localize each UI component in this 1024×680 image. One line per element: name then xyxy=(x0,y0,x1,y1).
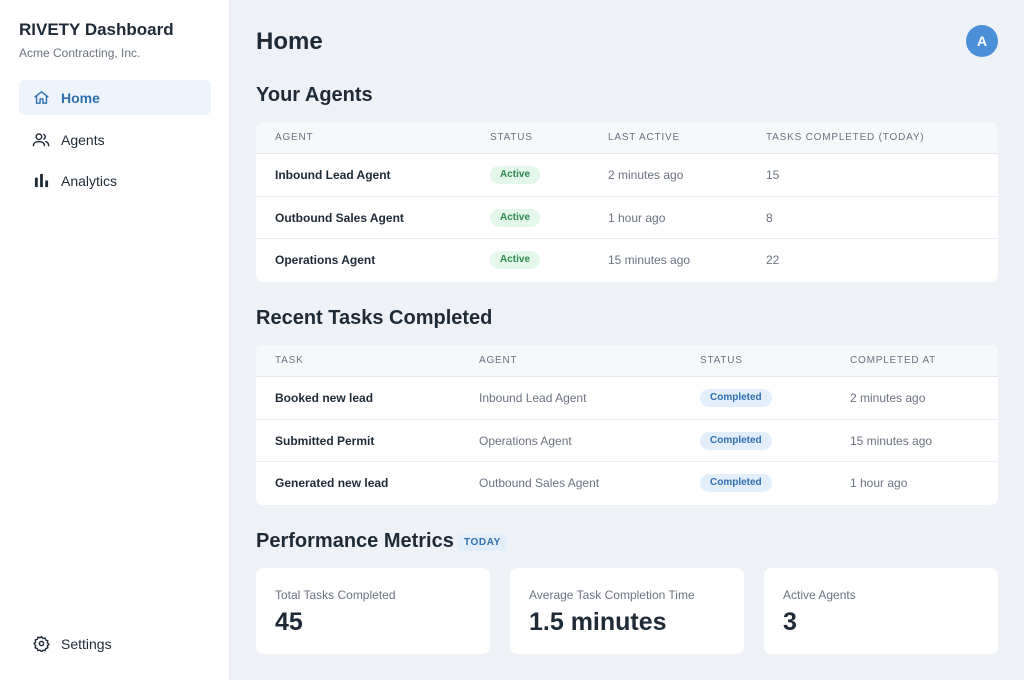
metric-value: 1.5 minutes xyxy=(529,608,667,636)
metric-value: 3 xyxy=(783,608,797,636)
sidebar-item-label: Agents xyxy=(61,131,105,148)
agent-name: Inbound Lead Agent xyxy=(275,168,391,182)
status-badge: Active xyxy=(490,208,541,227)
column-header: TASKS COMPLETED (TODAY) xyxy=(766,132,925,143)
table-row[interactable]: Generated new lead Outbound Sales Agent … xyxy=(256,462,998,505)
today-badge: TODAY xyxy=(458,534,507,551)
sidebar-item-label: Home xyxy=(61,89,100,106)
sidebar-item-label: Settings xyxy=(61,635,112,652)
column-header: STATUS xyxy=(700,355,743,366)
table-header: AGENT STATUS LAST ACTIVE TASKS COMPLETED… xyxy=(256,122,998,154)
column-header: AGENT xyxy=(275,132,314,143)
table-header: TASK AGENT STATUS COMPLETED AT xyxy=(256,345,998,377)
sidebar-item-settings[interactable]: Settings xyxy=(19,626,211,661)
sidebar-item-analytics[interactable]: Analytics xyxy=(19,163,211,198)
column-header: STATUS xyxy=(490,132,533,143)
gear-icon xyxy=(32,635,50,653)
table-row[interactable]: Booked new lead Inbound Lead Agent Compl… xyxy=(256,377,998,420)
metric-card-active-agents: Active Agents 3 xyxy=(764,568,998,654)
agents-section-title: Your Agents xyxy=(256,84,373,106)
main-content: Home A Your Agents AGENT STATUS LAST ACT… xyxy=(230,0,1024,680)
table-row[interactable]: Inbound Lead Agent Active 2 minutes ago … xyxy=(256,154,998,197)
sidebar-item-label: Analytics xyxy=(61,172,118,189)
tasks-count: 15 xyxy=(766,168,780,182)
tasks-table: TASK AGENT STATUS COMPLETED AT Booked ne… xyxy=(256,345,998,505)
task-agent: Operations Agent xyxy=(479,433,572,448)
table-row[interactable]: Outbound Sales Agent Active 1 hour ago 8 xyxy=(256,197,998,239)
sidebar: RIVETY Dashboard Acme Contracting, Inc. … xyxy=(0,0,230,680)
app-title: RIVETY Dashboard xyxy=(19,20,174,39)
tasks-count: 8 xyxy=(766,210,773,225)
status-badge: Active xyxy=(490,166,541,184)
status-badge: Completed xyxy=(700,431,772,450)
agents-table: AGENT STATUS LAST ACTIVE TASKS COMPLETED… xyxy=(256,122,998,282)
sidebar-item-home[interactable]: Home xyxy=(19,80,211,115)
metric-label: Active Agents xyxy=(783,588,856,602)
home-icon xyxy=(32,89,50,107)
metric-label: Average Task Completion Time xyxy=(529,588,695,602)
table-row[interactable]: Operations Agent Active 15 minutes ago 2… xyxy=(256,239,998,282)
last-active: 15 minutes ago xyxy=(608,253,691,267)
avatar[interactable]: A xyxy=(966,25,998,57)
last-active: 1 hour ago xyxy=(608,210,666,225)
status-badge: Completed xyxy=(700,474,772,492)
page-title: Home xyxy=(256,28,323,55)
agent-name: Operations Agent xyxy=(275,253,376,267)
metrics-section-title: Performance Metrics xyxy=(256,530,454,552)
sidebar-item-agents[interactable]: Agents xyxy=(19,122,211,157)
agent-name: Outbound Sales Agent xyxy=(275,210,404,225)
status-badge: Active xyxy=(490,251,541,269)
metric-card-total-tasks: Total Tasks Completed 45 xyxy=(256,568,490,654)
tasks-section-title: Recent Tasks Completed xyxy=(256,307,493,329)
task-agent: Outbound Sales Agent xyxy=(479,476,600,490)
task-name: Booked new lead xyxy=(275,391,374,405)
metric-value: 45 xyxy=(275,608,303,636)
metric-label: Total Tasks Completed xyxy=(275,588,396,602)
column-header: TASK xyxy=(275,355,304,366)
metric-card-avg-time: Average Task Completion Time 1.5 minutes xyxy=(510,568,744,654)
company-name: Acme Contracting, Inc. xyxy=(19,46,141,60)
column-header: LAST ACTIVE xyxy=(608,132,680,143)
users-icon xyxy=(32,131,50,149)
completed-at: 15 minutes ago xyxy=(850,433,933,448)
completed-at: 1 hour ago xyxy=(850,476,908,490)
completed-at: 2 minutes ago xyxy=(850,391,926,405)
task-name: Submitted Permit xyxy=(275,433,375,448)
column-header: COMPLETED AT xyxy=(850,355,937,366)
last-active: 2 minutes ago xyxy=(608,168,684,182)
tasks-count: 22 xyxy=(766,253,780,267)
column-header: AGENT xyxy=(479,355,518,366)
status-badge: Completed xyxy=(700,389,772,407)
task-agent: Inbound Lead Agent xyxy=(479,391,587,405)
bar-chart-icon xyxy=(32,172,50,190)
table-row[interactable]: Submitted Permit Operations Agent Comple… xyxy=(256,420,998,462)
task-name: Generated new lead xyxy=(275,476,389,490)
